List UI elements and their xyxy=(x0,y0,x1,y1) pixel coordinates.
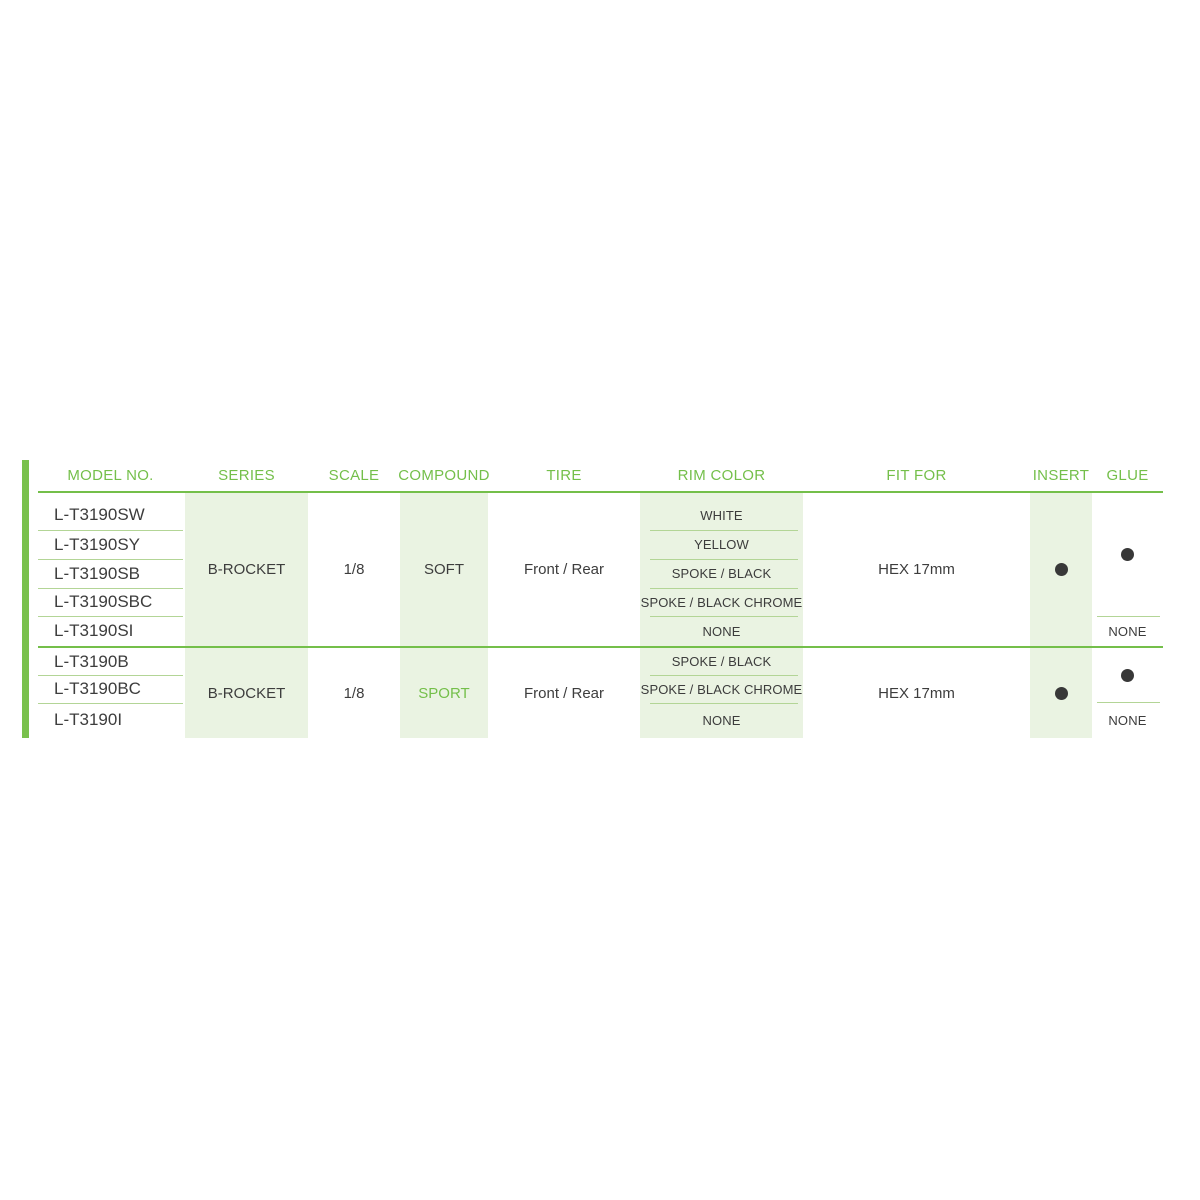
rim-row-divider xyxy=(650,530,798,531)
model-cell: L-T3190SBC xyxy=(54,592,153,611)
group-divider xyxy=(38,646,1163,648)
rim-color-cell: NONE xyxy=(702,712,741,728)
fit-for-cell: HEX 17mm xyxy=(878,684,955,702)
series-column-shade xyxy=(185,493,308,738)
glue-none-cell: NONE xyxy=(1108,712,1147,728)
model-row-divider xyxy=(38,616,183,617)
scale-cell: 1/8 xyxy=(343,561,365,578)
header-fit-for: FIT FOR xyxy=(886,467,947,484)
header-divider xyxy=(38,491,1163,493)
rim-color-cell: NONE xyxy=(702,623,741,639)
header-rim-color: RIM COLOR xyxy=(677,467,766,484)
rim-row-divider xyxy=(650,675,798,676)
model-cell: L-T3190I xyxy=(54,710,123,729)
rim-row-divider xyxy=(650,559,798,560)
tire-cell: Front / Rear xyxy=(523,684,605,702)
model-cell: L-T3190B xyxy=(54,651,129,671)
model-cell: L-T3190SW xyxy=(54,505,145,524)
glue-row-divider xyxy=(1097,702,1160,703)
header-compound: COMPOUND xyxy=(398,467,490,484)
tire-cell: Front / Rear xyxy=(523,561,605,578)
header-insert: INSERT xyxy=(1032,467,1090,484)
rim-row-divider xyxy=(650,703,798,704)
compound-column-shade xyxy=(400,493,488,738)
model-cell: L-T3190BC xyxy=(54,679,141,698)
rim-color-cell: SPOKE / BLACK xyxy=(671,566,772,581)
header-scale: SCALE xyxy=(328,467,380,484)
rim-color-column-shade xyxy=(640,493,803,738)
header-tire: TIRE xyxy=(546,467,582,484)
glue-cell xyxy=(1092,493,1163,616)
glue-row-divider xyxy=(1097,616,1160,617)
rim-row-divider xyxy=(650,616,798,617)
model-row-divider xyxy=(38,559,183,560)
series-cell: B-ROCKET xyxy=(207,684,286,702)
glue-dot xyxy=(1121,548,1134,561)
model-cell: L-T3190SI xyxy=(54,621,134,640)
model-cell: L-T3190SY xyxy=(54,534,140,554)
rim-row-divider xyxy=(650,588,798,589)
header-model-no: MODEL NO. xyxy=(67,467,154,484)
glue-cell xyxy=(1092,648,1163,702)
product-spec-table: MODEL NO. SERIES SCALE COMPOUND TIRE RIM… xyxy=(22,460,1163,738)
fit-for-cell: HEX 17mm xyxy=(878,561,955,578)
series-cell: B-ROCKET xyxy=(207,561,286,578)
model-row-divider xyxy=(38,675,183,676)
compound-cell: SOFT xyxy=(424,561,464,578)
insert-dot xyxy=(1054,563,1068,576)
table-accent-bar xyxy=(22,460,29,738)
rim-color-cell: SPOKE / BLACK CHROME xyxy=(640,681,803,697)
header-glue: GLUE xyxy=(1106,467,1149,484)
model-cell: L-T3190SB xyxy=(54,563,140,583)
rim-color-cell: WHITE xyxy=(700,507,743,523)
model-row-divider xyxy=(38,588,183,589)
model-row-divider xyxy=(38,703,183,704)
insert-dot xyxy=(1054,686,1068,700)
insert-cell xyxy=(1030,648,1092,738)
rim-color-cell: SPOKE / BLACK CHROME xyxy=(640,594,803,610)
rim-color-cell: SPOKE / BLACK xyxy=(671,654,772,669)
glue-dot xyxy=(1121,668,1134,682)
insert-cell xyxy=(1030,493,1092,646)
compound-cell: SPORT xyxy=(418,684,470,702)
scale-cell: 1/8 xyxy=(343,684,365,702)
header-series: SERIES xyxy=(218,467,275,484)
model-row-divider xyxy=(38,530,183,531)
glue-none-cell: NONE xyxy=(1108,623,1147,639)
rim-color-cell: YELLOW xyxy=(694,537,749,552)
